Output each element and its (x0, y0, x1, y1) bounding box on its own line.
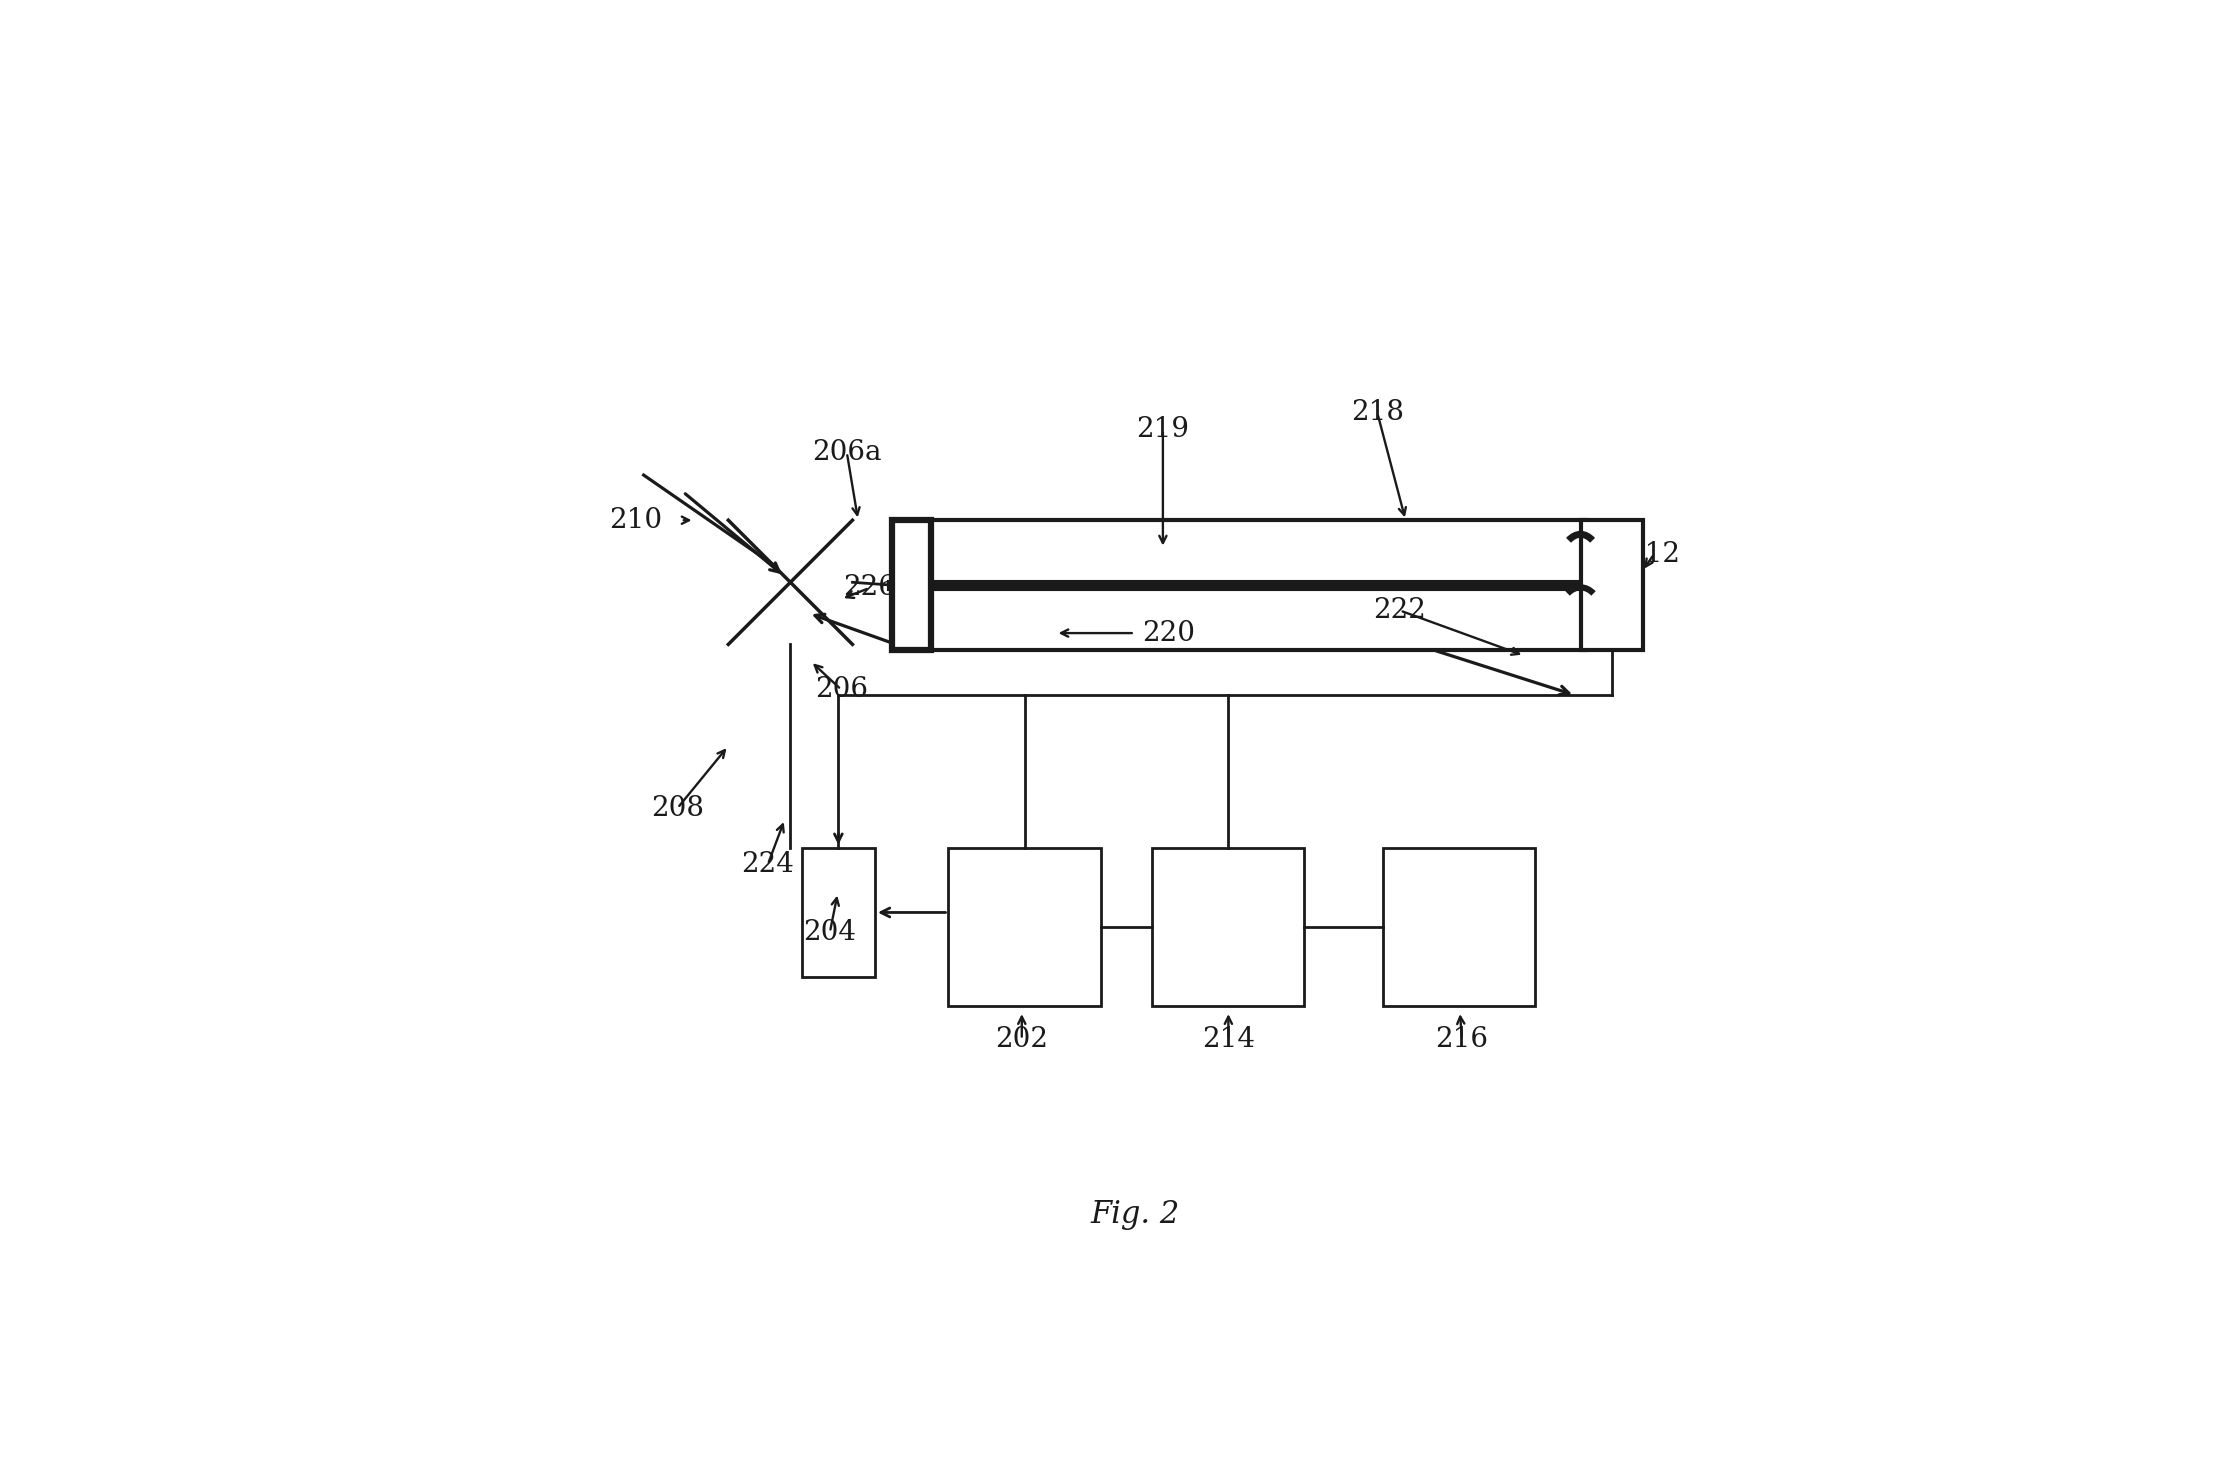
Text: 206a: 206a (813, 438, 881, 466)
Text: 202: 202 (996, 1026, 1047, 1053)
Text: 214: 214 (1202, 1026, 1255, 1053)
Bar (892, 520, 1585, 649)
Text: 208: 208 (651, 795, 704, 821)
Text: 212: 212 (1627, 541, 1680, 567)
Text: 210: 210 (609, 507, 662, 534)
Bar (1151, 847, 1304, 1006)
Text: Fig. 2: Fig. 2 (1089, 1199, 1180, 1230)
Text: 224: 224 (742, 850, 795, 878)
Text: 219: 219 (1136, 416, 1189, 443)
Bar (1384, 847, 1534, 1006)
Text: 206: 206 (815, 676, 868, 704)
Text: 220: 220 (1142, 620, 1196, 647)
Bar (892, 520, 932, 649)
Text: 204: 204 (804, 919, 857, 946)
Text: 226: 226 (844, 575, 897, 601)
Text: 216: 216 (1435, 1026, 1488, 1053)
Bar (1581, 520, 1643, 649)
Text: 218: 218 (1351, 399, 1404, 427)
Bar (801, 847, 875, 978)
Bar (948, 847, 1100, 1006)
Text: 222: 222 (1373, 597, 1426, 625)
